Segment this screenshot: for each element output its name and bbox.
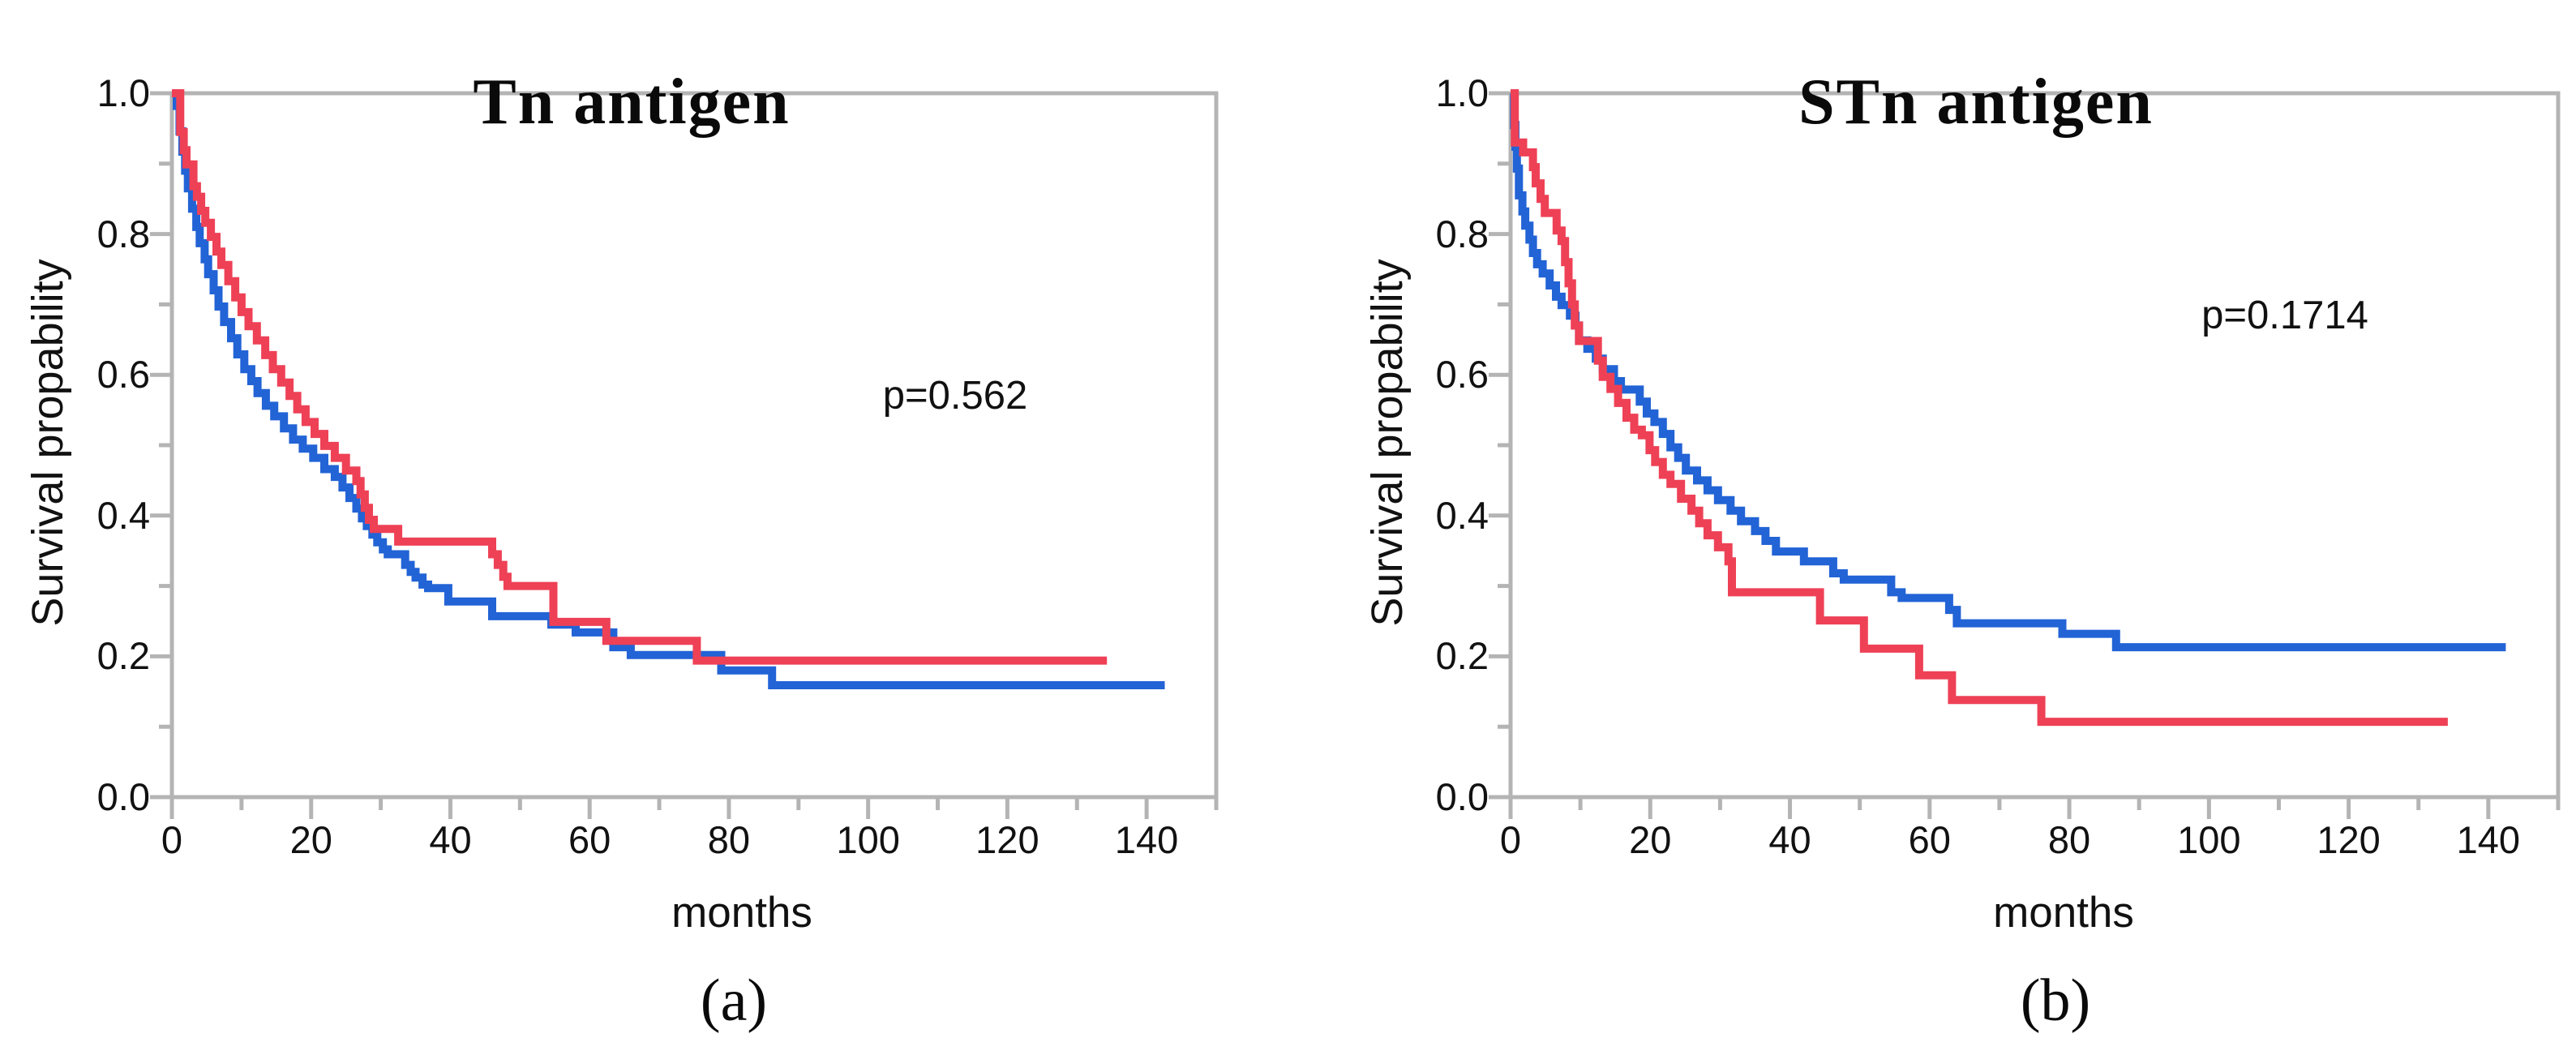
x-tick-label: 20 [1629, 818, 1672, 861]
y-tick-label: 1.0 [96, 71, 150, 114]
subfigure-label: (a) [700, 967, 768, 1034]
km-curve-blue [1510, 89, 2506, 652]
y-tick-label: 0.0 [96, 775, 150, 818]
y-tick-label: 0.2 [96, 634, 150, 678]
panel-title: Tn antigen [473, 66, 791, 139]
km-curve-red [172, 89, 1108, 665]
y-tick-label: 1.0 [1435, 71, 1489, 114]
p-value-annotation: p=0.1714 [2201, 294, 2368, 337]
x-tick-label: 0 [161, 818, 183, 861]
x-tick-label: 140 [2456, 818, 2521, 861]
km-curve-blue [172, 89, 1165, 689]
y-tick-label: 0.8 [96, 212, 150, 255]
x-tick-label: 80 [707, 818, 751, 861]
subfigure-label: (b) [2020, 967, 2091, 1034]
x-tick-label: 20 [289, 818, 332, 861]
x-tick-label: 100 [2177, 818, 2241, 861]
x-tick-label: 140 [1114, 818, 1179, 861]
p-value-annotation: p=0.562 [882, 374, 1028, 418]
y-tick-label: 0.4 [96, 493, 150, 537]
x-axis-label: months [671, 889, 812, 937]
x-axis-label: months [1993, 889, 2134, 937]
y-tick-label: 0.4 [1435, 493, 1489, 537]
x-tick-label: 60 [1908, 818, 1951, 861]
x-tick-label: 40 [429, 818, 472, 861]
panel-title: STn antigen [1798, 66, 2154, 139]
y-tick-label: 0.6 [96, 353, 150, 397]
x-tick-label: 60 [568, 818, 611, 861]
km-curve-red [1511, 89, 2448, 727]
x-tick-label: 0 [1499, 818, 1522, 861]
x-tick-label: 120 [2317, 818, 2381, 861]
y-tick-label: 0.6 [1435, 353, 1489, 397]
y-tick-label: 0.0 [1435, 775, 1489, 818]
x-tick-label: 100 [836, 818, 900, 861]
y-tick-label: 0.2 [1435, 634, 1489, 678]
y-axis-label: Survival propability [1363, 259, 1412, 627]
x-tick-label: 40 [1768, 818, 1811, 861]
y-tick-label: 0.8 [1435, 212, 1489, 255]
x-tick-label: 120 [975, 818, 1039, 861]
x-tick-label: 80 [2047, 818, 2091, 861]
y-axis-label: Survival propability [24, 259, 72, 627]
